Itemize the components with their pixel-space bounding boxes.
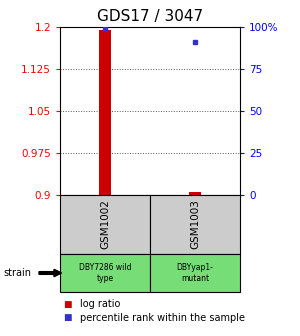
Text: GSM1003: GSM1003 [190,199,200,249]
Bar [99,30,111,195]
Bar [60,254,150,292]
Text: percentile rank within the sample: percentile rank within the sample [80,312,244,323]
Text: ■: ■ [63,300,71,308]
Bar [150,195,240,254]
Text: DBY7286 wild
type: DBY7286 wild type [79,263,131,283]
Bar [60,195,150,254]
Text: DBYyap1-
mutant: DBYyap1- mutant [177,263,213,283]
Text: strain: strain [3,268,31,278]
Text: GSM1002: GSM1002 [100,199,110,249]
Title: GDS17 / 3047: GDS17 / 3047 [97,9,203,24]
Bar [150,254,240,292]
Text: log ratio: log ratio [80,299,120,309]
Text: ■: ■ [63,313,71,322]
Bar [189,192,201,195]
